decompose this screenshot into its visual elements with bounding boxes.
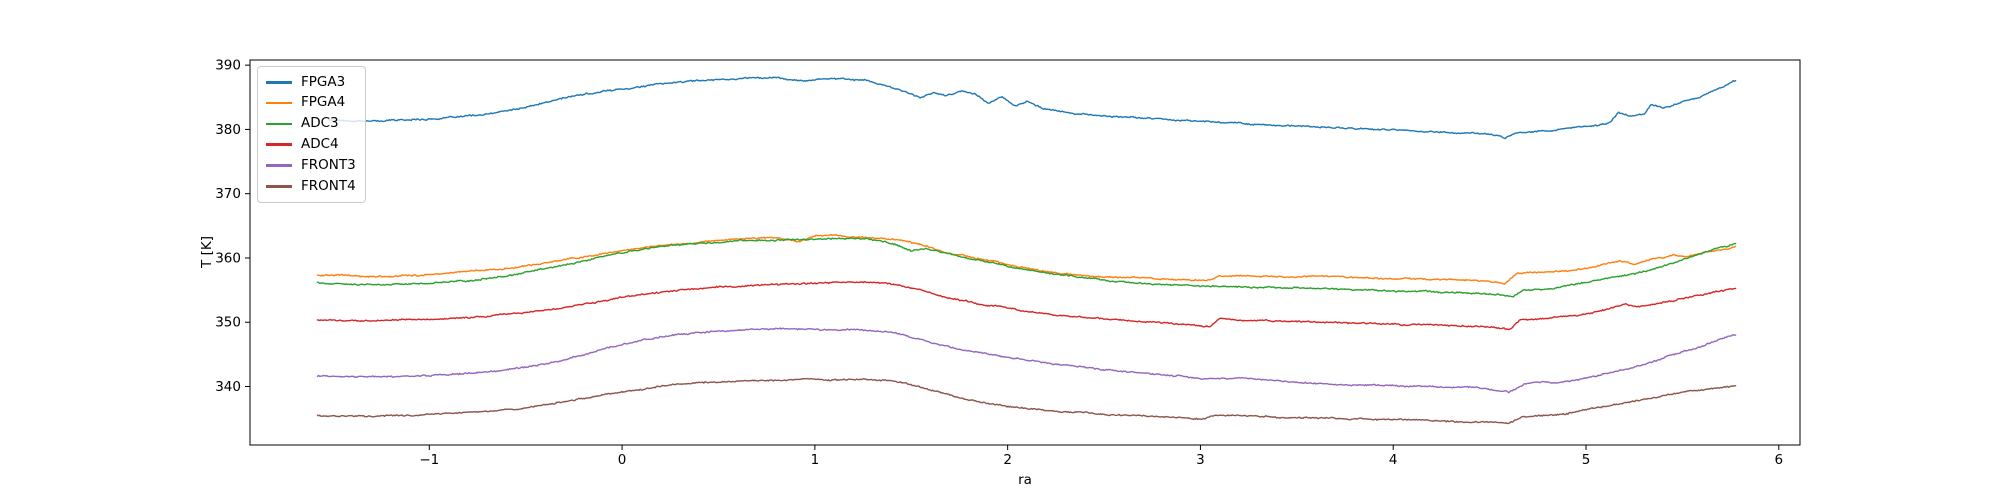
legend-item-fpga3: FPGA3 — [266, 72, 356, 93]
legend-label: FPGA4 — [301, 94, 346, 111]
legend-label: ADC4 — [301, 136, 339, 153]
x-tick-label: −1 — [419, 452, 439, 468]
y-tick-label: 390 — [215, 58, 241, 74]
y-tick-label: 350 — [215, 315, 241, 331]
series-line-fpga4 — [316, 233, 1737, 285]
legend-label: FPGA3 — [301, 73, 346, 90]
legend-label: FRONT4 — [301, 177, 356, 194]
y-tick-label: 370 — [215, 186, 241, 202]
x-tick-label: 2 — [1003, 452, 1012, 468]
x-tick-label: 3 — [1196, 452, 1205, 468]
series-line-adc3 — [316, 237, 1737, 298]
legend-line-swatch — [266, 164, 292, 167]
x-axis-ticks: −1 0 1 2 3 4 5 6 — [419, 445, 1783, 468]
legend: FPGA3 FPGA4 ADC3 ADC4 FRONT3 FRONT4 — [257, 66, 366, 203]
legend-item-front3: FRONT3 — [266, 155, 356, 176]
legend-label: ADC3 — [301, 115, 339, 132]
x-axis-label: ra — [1018, 472, 1032, 488]
y-tick-label: 380 — [215, 122, 241, 138]
x-tick-label: 0 — [618, 452, 627, 468]
legend-line-swatch — [266, 81, 292, 84]
x-tick-label: 5 — [1582, 452, 1591, 468]
x-tick-label: 1 — [811, 452, 820, 468]
legend-item-fpga4: FPGA4 — [266, 93, 356, 114]
series-lines — [316, 76, 1737, 425]
y-tick-label: 360 — [215, 250, 241, 266]
y-axis-label: T [K] — [199, 236, 215, 268]
y-tick-label: 340 — [215, 379, 241, 395]
axes-spines — [249, 59, 1801, 446]
legend-line-swatch — [266, 143, 292, 147]
y-axis-ticks: 340 350 360 370 380 390 — [215, 58, 250, 395]
x-tick-label: 6 — [1774, 452, 1783, 468]
series-line-front4 — [316, 377, 1737, 425]
x-tick-label: 4 — [1389, 452, 1398, 468]
series-line-fpga3 — [328, 76, 1737, 140]
series-line-adc4 — [316, 280, 1737, 331]
legend-line-swatch — [266, 122, 292, 126]
legend-line-swatch — [266, 101, 292, 105]
series-line-front3 — [316, 327, 1737, 394]
legend-line-swatch — [266, 185, 292, 188]
legend-item-front4: FRONT4 — [266, 176, 356, 197]
legend-item-adc3: ADC3 — [266, 114, 356, 135]
legend-label: FRONT3 — [301, 156, 356, 173]
legend-item-adc4: ADC4 — [266, 134, 356, 155]
